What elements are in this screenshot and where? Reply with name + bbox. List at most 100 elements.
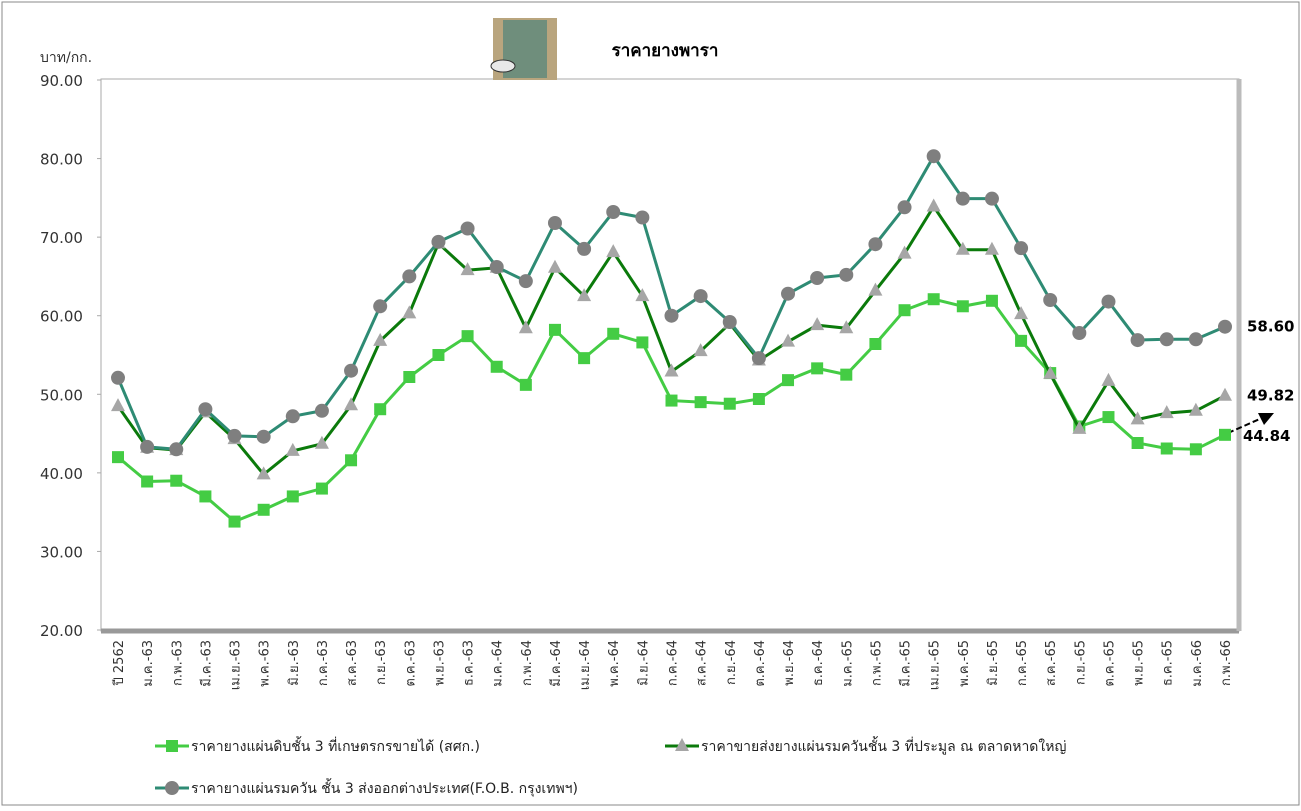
point [140, 440, 154, 454]
x-tick-label: ก.ค.-63 [316, 640, 331, 686]
x-tick-label: ม.ค.-66 [1190, 640, 1205, 687]
legend-label: ราคายางแผ่นดิบชั้น 3 ที่เกษตรกรขายได้ (ส… [191, 736, 480, 755]
x-tick-label: ธ.ค.-65 [1161, 640, 1176, 686]
point [957, 300, 969, 312]
rubber-icon [491, 18, 557, 80]
x-tick-label: ส.ค.-65 [1044, 640, 1059, 686]
point [111, 371, 125, 385]
x-tick-label: มี.ค.-63 [198, 640, 214, 687]
legend-item: ราคายางแผ่นรมควัน ชั้น 3 ส่งออกต่างประเท… [155, 778, 578, 797]
point [752, 351, 766, 365]
point [1015, 335, 1027, 347]
point [927, 149, 941, 163]
point [607, 328, 619, 340]
y-tick-label: 80.00 [40, 151, 83, 169]
x-tick-label: มี.ค.-65 [898, 640, 914, 687]
point [258, 504, 270, 516]
point [344, 364, 358, 378]
legend-marker [166, 740, 178, 752]
legend-label: ราคายางแผ่นรมควัน ชั้น 3 ส่งออกต่างประเท… [191, 778, 578, 797]
chart-title: ราคายางพารา [612, 41, 719, 61]
point [374, 403, 386, 415]
point [899, 304, 911, 316]
point [287, 490, 299, 502]
value-label: 49.82 [1247, 387, 1294, 405]
point [198, 402, 212, 416]
point [229, 516, 241, 528]
x-tick-label: ก.พ.-63 [170, 640, 185, 686]
x-tick-label: ก.ค.-64 [666, 640, 681, 686]
point [1161, 443, 1173, 455]
x-tick-label: ธ.ค.-64 [811, 640, 826, 686]
x-tick-label: มิ.ย.-65 [986, 640, 1001, 686]
x-tick-label: ธ.ค.-63 [462, 640, 477, 686]
point [724, 398, 736, 410]
point [840, 369, 852, 381]
y-tick-label: 90.00 [40, 72, 83, 90]
y-axis-label: บาท/กก. [40, 50, 92, 66]
x-tick-label: ส.ค.-64 [695, 640, 710, 686]
x-tick-label: ก.ย.-63 [374, 640, 389, 685]
point [403, 371, 415, 383]
point [578, 352, 590, 364]
point [781, 287, 795, 301]
chart: ราคายางพารา บาท/กก. 20.0030.0040.0050.00… [0, 0, 1301, 807]
point [606, 205, 620, 219]
x-tick-label: ก.พ.-65 [869, 640, 884, 686]
point [577, 242, 591, 256]
x-tick-label: เม.ย.-65 [928, 640, 943, 690]
point [257, 430, 271, 444]
point [315, 404, 329, 418]
point [1131, 333, 1145, 347]
point [491, 361, 503, 373]
point [868, 237, 882, 251]
point [811, 362, 823, 374]
point [432, 349, 444, 361]
x-tick-label: มิ.ย.-63 [287, 640, 302, 686]
point [1102, 411, 1114, 423]
x-tick-label: ม.ค.-65 [840, 640, 855, 687]
x-tick-label: ปี 2562 [111, 640, 127, 686]
x-tick-label: ต.ค.-63 [403, 640, 418, 687]
point [520, 379, 532, 391]
y-tick-label: 70.00 [40, 229, 83, 247]
value-label: 44.84 [1243, 427, 1290, 445]
point [112, 451, 124, 463]
point [1219, 429, 1231, 441]
point [635, 211, 649, 225]
point [782, 374, 794, 386]
x-tick-label: ก.พ.-66 [1219, 640, 1234, 686]
point [1043, 293, 1057, 307]
x-tick-label: พ.ค.-64 [607, 640, 622, 687]
x-tick-label: มี.ค.-64 [548, 640, 564, 687]
point [810, 271, 824, 285]
point [431, 235, 445, 249]
x-tick-label: ม.ค.-64 [491, 640, 506, 687]
point [170, 475, 182, 487]
point [228, 429, 242, 443]
y-tick-label: 20.00 [40, 622, 83, 640]
x-tick-label: ม.ค.-63 [141, 640, 156, 687]
point [928, 293, 940, 305]
x-tick-label: พ.ย.-63 [432, 640, 447, 686]
point [519, 274, 533, 288]
x-tick-label: เม.ย.-63 [229, 640, 244, 690]
point [548, 216, 562, 230]
point [1189, 332, 1203, 346]
point [1014, 241, 1028, 255]
point [986, 295, 998, 307]
point [665, 309, 679, 323]
y-tick-label: 40.00 [40, 465, 83, 483]
point [1218, 320, 1232, 334]
point [141, 476, 153, 488]
point [1190, 443, 1202, 455]
value-label: 58.60 [1247, 318, 1294, 336]
point [723, 315, 737, 329]
point [345, 454, 357, 466]
legend-item: ราคาขายส่งยางแผ่นรมควันชั้น 3 ที่ประมูล … [665, 736, 1066, 755]
point [1101, 295, 1115, 309]
x-tick-label: ก.ค.-65 [1015, 640, 1030, 686]
legend-item: ราคายางแผ่นดิบชั้น 3 ที่เกษตรกรขายได้ (ส… [155, 736, 480, 755]
plot-area [101, 79, 1239, 631]
point [402, 269, 416, 283]
